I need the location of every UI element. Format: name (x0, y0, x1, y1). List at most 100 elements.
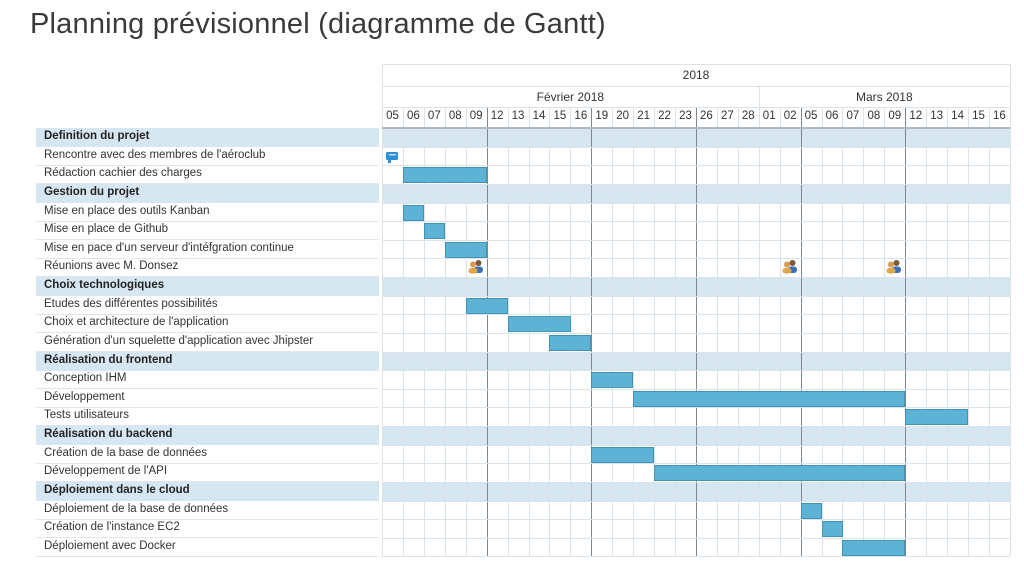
task-label: Choix et architecture de l'application (44, 316, 229, 328)
task-row: Mise en place de Github (36, 221, 379, 240)
task-row: Mise en place des outils Kanban (36, 203, 379, 222)
day-grid-line (905, 107, 906, 556)
day-label: 05 (804, 110, 818, 122)
task-group-row: Réalisation du backend (36, 426, 379, 445)
milestone-flag-icon (386, 151, 400, 163)
day-grid-line (633, 107, 634, 556)
task-label: Rédaction cachier des charges (44, 167, 202, 179)
row-grid-line (382, 203, 1010, 204)
day-label: 02 (783, 110, 797, 122)
day-label: 12 (909, 110, 923, 122)
day-label: 01 (762, 110, 776, 122)
row-grid-line (382, 407, 1010, 408)
task-row: Rédaction cachier des charges (36, 165, 379, 184)
day-grid-line (822, 107, 823, 556)
day-label: 23 (679, 110, 692, 122)
row-grid-line (382, 501, 1010, 502)
day-grid-line (487, 107, 488, 556)
day-grid-line (947, 107, 948, 556)
task-group-row: Choix technologiques (36, 277, 379, 296)
task-bar (842, 540, 905, 556)
row-grid-line (382, 352, 1010, 353)
day-grid-line (403, 107, 404, 556)
task-group-label: Gestion du projet (44, 186, 140, 198)
task-label: Création de l'instance EC2 (44, 521, 180, 533)
row-grid-line (382, 314, 1010, 315)
day-label: 06 (406, 110, 420, 122)
task-row: Création de la base de données (36, 445, 379, 464)
day-label: 05 (386, 110, 399, 122)
day-label: 13 (930, 110, 944, 122)
day-grid-line (696, 107, 697, 556)
day-label: 26 (700, 110, 713, 122)
day-grid-line (738, 107, 739, 556)
task-group-label: Réalisation du frontend (44, 354, 173, 366)
task-group-row: Gestion du projet (36, 184, 379, 203)
row-grid-line (382, 221, 1010, 222)
day-label: 21 (637, 110, 651, 122)
row-grid-line (382, 333, 1010, 334)
meeting-people-icon (885, 259, 903, 274)
task-row: Déploiement de la base de données (36, 501, 379, 520)
row-grid-line (382, 277, 1010, 278)
header-bottom-line (382, 127, 1010, 129)
task-row: Mise en pace d'un serveur d'intéfgration… (36, 240, 379, 259)
day-grid-line (801, 107, 802, 556)
day-grid-line (612, 107, 613, 556)
header-line (382, 107, 1010, 108)
task-bar (508, 316, 571, 332)
row-grid-line (382, 240, 1010, 241)
day-grid-line (424, 107, 425, 556)
day-grid-line (842, 107, 843, 556)
row-grid-line (382, 258, 1010, 259)
row-grid-line (382, 296, 1010, 297)
day-label: 06 (825, 110, 839, 122)
day-grid-line (780, 107, 781, 556)
day-grid-line (884, 107, 885, 556)
task-label: Mise en place de Github (44, 223, 169, 235)
task-label: Réunions avec M. Donsez (44, 260, 179, 272)
task-label: Tests utilisateurs (44, 409, 130, 421)
day-grid-line (382, 64, 383, 556)
task-bar (445, 242, 487, 258)
row-grid-line (382, 184, 1010, 185)
task-bar (403, 167, 487, 183)
day-grid-line (675, 107, 676, 556)
task-label: Création de la base de données (44, 447, 208, 459)
day-grid-line (759, 86, 760, 556)
task-row: Développement (36, 389, 379, 408)
day-label: 09 (469, 110, 483, 122)
day-label: 14 (532, 110, 546, 122)
task-bar (633, 391, 905, 407)
task-label: Développement de l'API (44, 465, 168, 477)
task-bar (591, 447, 654, 463)
day-label: 08 (867, 110, 881, 122)
day-grid-line (466, 107, 467, 556)
day-grid-line (968, 107, 969, 556)
task-bar (654, 465, 905, 481)
meeting-people-icon (467, 259, 485, 274)
task-label: Etudes des différentes possibilités (44, 298, 218, 310)
day-label: 14 (951, 110, 964, 122)
day-grid-line (863, 107, 864, 556)
year-label: 2018 (682, 68, 710, 82)
row-grid-line (382, 519, 1010, 520)
row-grid-line (382, 463, 1010, 464)
day-grid-line (591, 107, 592, 556)
task-row: Génération d'un squelette d'application … (36, 333, 379, 352)
task-bar (801, 503, 822, 519)
task-bar (403, 205, 424, 221)
month-label: Mars 2018 (855, 90, 913, 104)
task-bar (424, 223, 445, 239)
task-bar (591, 372, 633, 388)
task-bar (822, 521, 843, 537)
row-grid-line (382, 556, 1010, 557)
row-grid-line (382, 389, 1010, 390)
task-label: Mise en place des outils Kanban (44, 205, 210, 217)
day-grid-line (445, 107, 446, 556)
day-label: 20 (616, 110, 630, 122)
meeting-people-icon (781, 259, 799, 274)
day-label: 22 (658, 110, 671, 122)
day-label: 15 (972, 110, 985, 122)
